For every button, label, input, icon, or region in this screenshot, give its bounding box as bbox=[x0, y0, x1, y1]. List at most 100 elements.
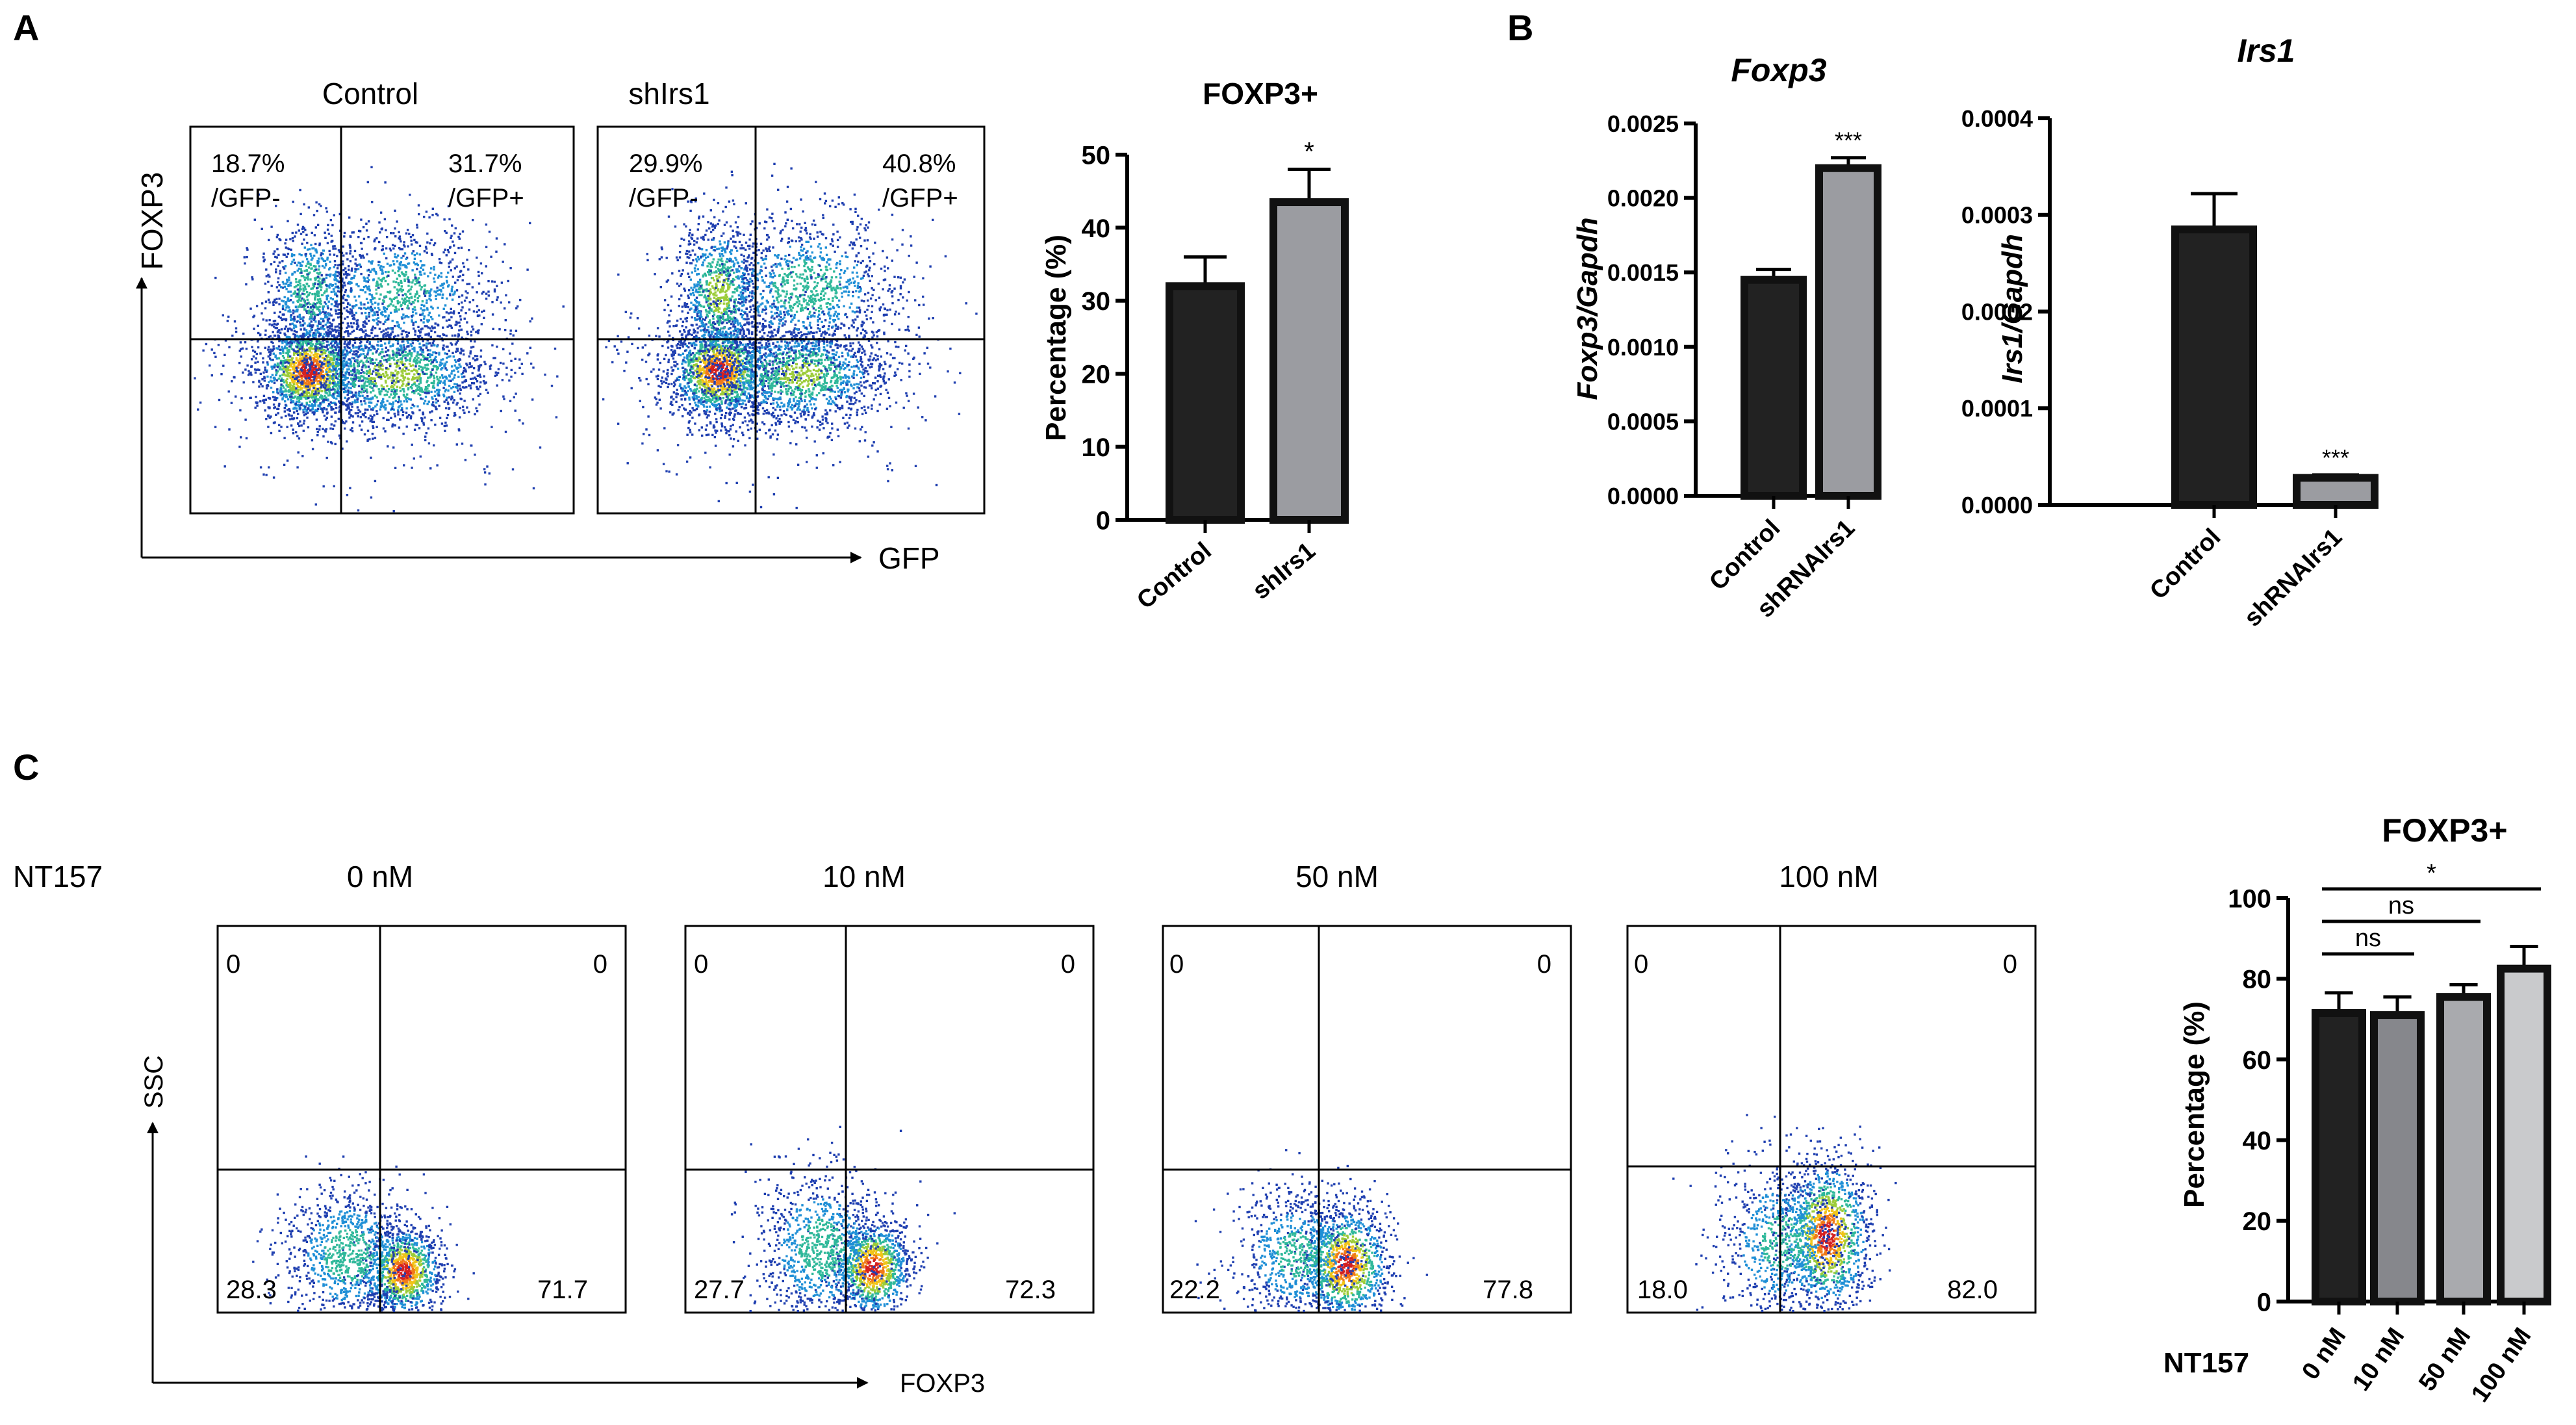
density-dot bbox=[290, 387, 292, 389]
density-dot bbox=[276, 388, 278, 390]
density-dot bbox=[374, 362, 376, 364]
density-dot bbox=[254, 219, 256, 221]
density-dot bbox=[335, 305, 337, 307]
density-dot bbox=[350, 277, 352, 279]
density-dot bbox=[381, 270, 383, 272]
density-dot bbox=[279, 261, 281, 263]
density-dot bbox=[259, 400, 261, 402]
density-dot bbox=[214, 426, 216, 428]
density-dot bbox=[337, 326, 338, 327]
density-dot bbox=[446, 311, 448, 313]
density-dot bbox=[288, 248, 290, 250]
density-dot bbox=[480, 355, 482, 357]
density-dot bbox=[476, 355, 478, 357]
density-dot bbox=[338, 323, 340, 325]
density-dot bbox=[288, 372, 290, 374]
density-dot bbox=[303, 304, 305, 306]
density-dot bbox=[350, 333, 351, 335]
density-dot bbox=[324, 316, 326, 318]
density-dot bbox=[358, 307, 360, 309]
density-dot bbox=[556, 376, 558, 378]
density-dot bbox=[326, 378, 328, 380]
density-dot bbox=[384, 310, 386, 312]
density-dot bbox=[435, 295, 437, 297]
density-dot bbox=[453, 370, 455, 372]
density-dot bbox=[361, 348, 363, 350]
density-dot bbox=[406, 400, 408, 402]
density-dot bbox=[408, 300, 410, 302]
density-dot bbox=[505, 319, 507, 321]
density-dot bbox=[448, 374, 450, 376]
density-dot bbox=[402, 340, 403, 342]
density-dot bbox=[398, 237, 400, 239]
density-dot bbox=[368, 405, 370, 407]
density-dot bbox=[262, 253, 264, 255]
density-dot bbox=[293, 383, 295, 385]
density-dot bbox=[481, 311, 483, 313]
density-dot bbox=[504, 243, 505, 245]
density-dot bbox=[287, 298, 289, 300]
density-dot bbox=[222, 315, 224, 316]
density-dot bbox=[300, 424, 302, 426]
density-dot bbox=[418, 386, 420, 388]
density-dot bbox=[453, 244, 455, 246]
density-dot bbox=[392, 320, 394, 322]
density-dot bbox=[465, 368, 466, 370]
density-dot bbox=[277, 348, 279, 350]
density-dot bbox=[383, 388, 385, 390]
density-dot bbox=[328, 385, 330, 387]
density-dot bbox=[287, 426, 288, 428]
density-dot bbox=[348, 216, 350, 218]
density-dot bbox=[356, 283, 358, 285]
density-dot bbox=[363, 257, 364, 259]
density-dot bbox=[287, 362, 289, 364]
density-dot bbox=[478, 404, 480, 405]
density-dot bbox=[318, 310, 320, 312]
density-dot bbox=[324, 237, 326, 239]
density-dot bbox=[470, 340, 472, 342]
density-dot bbox=[514, 372, 516, 374]
density-dot bbox=[363, 279, 365, 281]
density-dot bbox=[284, 347, 286, 349]
density-dot bbox=[304, 229, 306, 231]
density-dot bbox=[277, 234, 279, 236]
density-dot bbox=[401, 409, 403, 411]
density-dot bbox=[285, 265, 287, 267]
density-dot bbox=[408, 332, 410, 334]
density-dot bbox=[450, 380, 452, 382]
density-dot bbox=[321, 294, 323, 296]
density-dot bbox=[351, 379, 353, 381]
density-dot bbox=[423, 216, 425, 218]
density-dot bbox=[468, 249, 470, 251]
density-dot bbox=[303, 430, 305, 431]
density-dot bbox=[414, 293, 416, 295]
density-dot bbox=[231, 380, 233, 382]
density-dot bbox=[292, 312, 294, 314]
density-dot bbox=[293, 350, 295, 352]
density-dot bbox=[397, 270, 399, 272]
density-dot bbox=[391, 300, 393, 302]
density-dot bbox=[330, 406, 332, 408]
density-dot bbox=[379, 327, 381, 329]
density-dot bbox=[194, 377, 196, 379]
density-dot bbox=[327, 332, 329, 334]
density-dot bbox=[320, 252, 322, 254]
density-dot bbox=[442, 294, 444, 296]
density-dot bbox=[335, 365, 337, 367]
density-dot bbox=[413, 383, 415, 385]
density-dot bbox=[358, 230, 360, 232]
density-dot bbox=[420, 289, 422, 290]
density-dot bbox=[318, 203, 320, 205]
density-dot bbox=[370, 361, 372, 363]
density-dot bbox=[698, 429, 700, 431]
density-dot bbox=[367, 430, 369, 431]
density-dot bbox=[429, 299, 431, 301]
density-dot bbox=[381, 357, 383, 359]
density-dot bbox=[365, 361, 367, 363]
density-dot bbox=[350, 326, 352, 327]
density-dot bbox=[317, 263, 319, 264]
density-dot bbox=[385, 229, 387, 231]
density-dot bbox=[444, 391, 446, 392]
density-dot bbox=[470, 365, 472, 367]
density-dot bbox=[476, 311, 478, 313]
